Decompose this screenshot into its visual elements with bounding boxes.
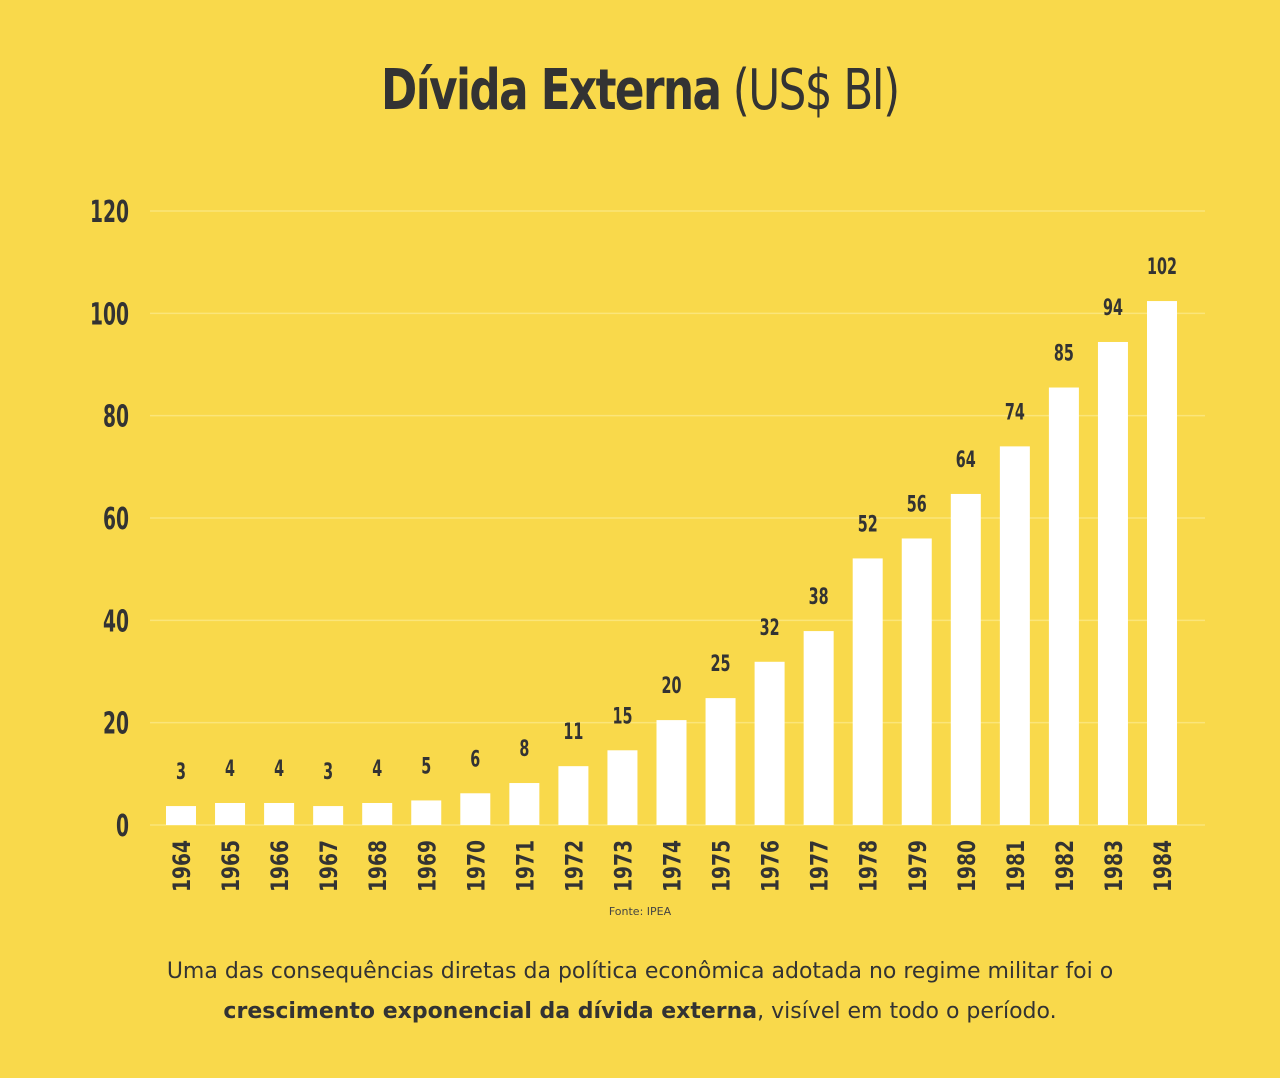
bar-value-label: 8 bbox=[519, 737, 529, 762]
bar-value-label: 32 bbox=[760, 616, 780, 641]
x-tick-label: 1970 bbox=[462, 840, 490, 892]
y-tick-label: 120 bbox=[90, 195, 129, 230]
bar-value-label: 15 bbox=[612, 704, 632, 729]
x-tick-label: 1968 bbox=[364, 840, 392, 892]
caption-rest: , visível em todo o período. bbox=[757, 999, 1057, 1024]
bar bbox=[558, 766, 589, 825]
bar-value-label: 64 bbox=[956, 448, 976, 473]
x-tick-label: 1973 bbox=[609, 840, 637, 892]
bar-value-label: 6 bbox=[470, 747, 480, 772]
x-tick-label: 1978 bbox=[855, 840, 883, 892]
bar bbox=[215, 802, 246, 825]
x-tick-label: 1980 bbox=[953, 840, 981, 892]
bar bbox=[411, 800, 442, 825]
chart-title: Dívida Externa (US$ BI) bbox=[0, 58, 1280, 123]
bar-value-label: 11 bbox=[563, 720, 583, 745]
y-tick-label: 80 bbox=[103, 400, 129, 435]
bar bbox=[607, 750, 638, 825]
bar-value-label: 4 bbox=[372, 757, 382, 782]
x-tick-label: 1977 bbox=[806, 840, 834, 892]
bar bbox=[999, 446, 1030, 825]
bar bbox=[313, 806, 344, 825]
bar-value-label: 56 bbox=[907, 492, 927, 517]
bar bbox=[166, 806, 196, 825]
bar-value-label: 5 bbox=[421, 754, 431, 779]
source-note: Fonte: IPEA bbox=[608, 905, 672, 918]
bar bbox=[1147, 301, 1177, 825]
bar-chart: 0 20 40 60 80 100 120 3 1964 4 1965 4 1966 3 1967 4 1968… bbox=[90, 195, 1205, 892]
bar-value-label: 4 bbox=[274, 757, 284, 782]
bar-value-label: 3 bbox=[323, 760, 333, 785]
x-tick-label: 1969 bbox=[413, 840, 441, 892]
x-tick-label: 1979 bbox=[904, 840, 932, 892]
y-tick-label: 100 bbox=[90, 297, 129, 332]
bar bbox=[705, 698, 736, 825]
bar bbox=[362, 802, 393, 825]
chart-title-main: Dívida Externa bbox=[381, 58, 722, 123]
bar bbox=[264, 802, 295, 825]
x-tick-label: 1965 bbox=[217, 840, 245, 892]
y-tick-label: 40 bbox=[103, 604, 129, 639]
bar bbox=[754, 661, 785, 825]
x-tick-label: 1966 bbox=[266, 840, 294, 892]
y-tick-label: 60 bbox=[103, 502, 129, 537]
bar-value-label: 52 bbox=[858, 512, 878, 537]
x-tick-label: 1983 bbox=[1100, 840, 1128, 892]
bar-value-label: 3 bbox=[176, 760, 186, 785]
x-tick-label: 1981 bbox=[1002, 840, 1030, 892]
bar-value-label: 94 bbox=[1103, 296, 1123, 321]
bar bbox=[460, 793, 491, 825]
caption-bold: crescimento exponencial da dívida extern… bbox=[223, 999, 758, 1024]
x-tick-label: 1967 bbox=[315, 840, 343, 892]
bar-value-label: 74 bbox=[1005, 400, 1025, 425]
x-tick-label: 1964 bbox=[168, 840, 196, 892]
bar bbox=[1048, 387, 1079, 825]
bar-value-label: 85 bbox=[1054, 342, 1074, 367]
x-tick-label: 1984 bbox=[1149, 840, 1177, 892]
bar bbox=[803, 631, 834, 825]
bar bbox=[656, 720, 687, 825]
bar-value-label: 25 bbox=[711, 652, 731, 677]
y-tick-label: 20 bbox=[103, 707, 129, 742]
y-tick-label: 0 bbox=[116, 809, 129, 844]
caption-line1: Uma das consequências diretas da polític… bbox=[166, 959, 1114, 984]
bar-value-label: 20 bbox=[662, 674, 682, 699]
x-tick-label: 1971 bbox=[511, 840, 539, 892]
bar bbox=[1097, 341, 1128, 825]
x-tick-label: 1982 bbox=[1051, 840, 1079, 892]
x-tick-label: 1975 bbox=[708, 840, 736, 892]
chart-title-unit: (US$ BI) bbox=[732, 58, 900, 123]
bar-value-label: 4 bbox=[225, 757, 235, 782]
bar bbox=[509, 783, 540, 825]
x-tick-label: 1972 bbox=[560, 840, 588, 892]
bar bbox=[901, 538, 932, 825]
bar-value-label: 102 bbox=[1147, 255, 1177, 280]
bar bbox=[852, 558, 883, 825]
bar bbox=[950, 493, 981, 825]
caption: Uma das consequências diretas da polític… bbox=[0, 952, 1280, 1032]
x-tick-label: 1974 bbox=[659, 840, 687, 892]
x-tick-label: 1976 bbox=[757, 840, 785, 892]
bar-value-label: 38 bbox=[809, 585, 829, 610]
